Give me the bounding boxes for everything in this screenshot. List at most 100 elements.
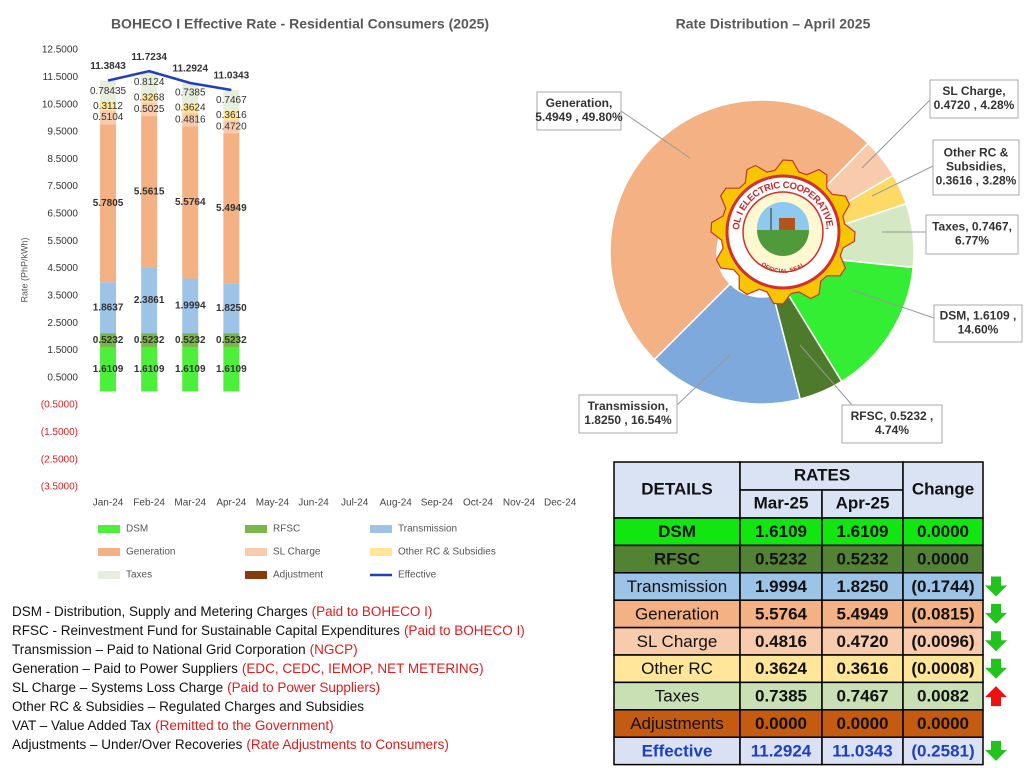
table-cell [821, 654, 904, 684]
bar-segment [141, 333, 158, 348]
bar-segment [100, 333, 117, 348]
pie-label: Subsidies, [946, 160, 1006, 174]
bar-segment [141, 93, 158, 103]
data-label: 0.5232 [134, 335, 165, 346]
x-tick-label: Apr-24 [216, 498, 246, 509]
pie-label: Other RC & [944, 146, 1009, 160]
legend-swatch [98, 525, 120, 533]
table-value: (0.0096) [911, 632, 974, 651]
table-row-label: Taxes [655, 687, 699, 706]
legend-swatch [245, 548, 267, 556]
note-line: DSM - Distribution, Supply and Metering … [12, 604, 432, 619]
note-line: Generation – Paid to Power Suppliers (EDC… [12, 661, 484, 676]
bar-segment [141, 71, 158, 94]
table-row-label: Other RC [641, 659, 713, 678]
y-tick-label: 10.5000 [42, 99, 79, 110]
legend-swatch [98, 571, 120, 579]
data-label: 0.4720 [216, 121, 247, 132]
note-highlight: (Remitted to the Government) [155, 718, 334, 733]
y-tick-label: 8.5000 [47, 154, 78, 165]
pie-label: 0.3616 , 3.28% [936, 174, 1017, 188]
x-tick-label: Sep-24 [421, 498, 454, 509]
note-highlight: (NGCP) [310, 642, 358, 657]
line-label: 11.7234 [131, 52, 167, 63]
legend-swatch [245, 525, 267, 533]
trend-up-arrow [985, 686, 1007, 707]
data-label: 5.5764 [175, 197, 206, 208]
pie-label: Generation, [546, 96, 613, 110]
data-label: 2.3861 [134, 295, 165, 306]
table-value: 0.3624 [755, 659, 808, 678]
pie-label: 4.74% [875, 423, 909, 437]
leader-line [871, 165, 934, 197]
table-value: 0.5232 [837, 550, 889, 569]
trend-down-arrow [985, 603, 1007, 624]
line-label: 11.0343 [214, 71, 250, 82]
table-cell [613, 626, 741, 656]
y-tick-label: 4.5000 [47, 263, 78, 274]
note-line: SL Charge – Systems Loss Charge (Paid to … [12, 680, 380, 695]
pie-label: Transmission, [588, 399, 669, 413]
legend-label: DSM [126, 524, 148, 535]
note-highlight: (EDC, CEDC, IEMOP, NET METERING) [242, 661, 484, 676]
y-tick-label: 7.5000 [47, 181, 78, 192]
data-label: 1.6109 [216, 364, 247, 375]
table-cell [613, 599, 741, 629]
bar-segment [182, 103, 199, 114]
data-label: 0.78435 [90, 86, 127, 97]
bar-segment [100, 101, 117, 111]
legend-swatch [370, 525, 392, 533]
table-value: 11.2924 [751, 741, 812, 760]
pie-title: Rate Distribution – April 2025 [676, 16, 871, 32]
note-highlight: (Paid to BOHECO I) [404, 623, 525, 638]
note-highlight: (Rate Adjustments to Consumers) [246, 737, 449, 752]
x-tick-label: Feb-24 [133, 498, 165, 509]
pie-label: 1.8250 , 16.54% [584, 413, 672, 427]
pie-label: 5.4949 , 49.80% [535, 110, 623, 124]
bar-segment [141, 102, 158, 117]
bar-segment [100, 110, 117, 125]
y-tick-label: 11.5000 [43, 72, 79, 83]
data-label: 0.5232 [175, 335, 206, 346]
table-value: 0.3616 [837, 659, 889, 678]
note-text: RFSC - Reinvestment Fund for Sustainable… [12, 623, 400, 638]
y-tick-label: 1.5000 [47, 345, 78, 356]
table-cell [902, 654, 984, 684]
table-cell [821, 736, 904, 766]
x-tick-label: Jan-24 [93, 498, 124, 509]
pie-label: 0.4720 , 4.28% [934, 98, 1015, 112]
data-label: 1.6109 [93, 364, 124, 375]
note-text: SL Charge – Systems Loss Charge [12, 680, 223, 695]
leader-line [620, 110, 691, 159]
bar-segment [100, 347, 117, 392]
label-box [932, 139, 1020, 196]
y-tick-label: 5.5000 [47, 236, 78, 247]
table-header: Change [912, 479, 974, 498]
y-tick-label: (1.5000) [41, 427, 78, 438]
note-text: Adjustments – Under/Over Recoveries [12, 737, 243, 752]
table-value: 0.5232 [755, 550, 807, 569]
pie-slice [653, 282, 802, 405]
bar-segment [223, 133, 240, 284]
bar-segment [100, 124, 117, 283]
table-value: 0.0082 [917, 687, 969, 706]
data-label: 0.7467 [216, 95, 247, 106]
table-row-label: RFSC [654, 550, 700, 569]
table-cell [902, 626, 984, 656]
data-label: 0.3268 [134, 93, 165, 104]
pie-label: DSM, 1.6109 , [940, 309, 1017, 323]
table-cell [613, 572, 741, 601]
x-tick-label: Jul-24 [341, 498, 369, 509]
x-tick-label: May-24 [256, 498, 290, 509]
data-label: 1.6109 [134, 364, 165, 375]
note-line: Transmission – Paid to National Grid Cor… [12, 642, 358, 657]
line-label: 11.3843 [90, 61, 126, 72]
table-value: 0.7385 [755, 687, 807, 706]
bar-segment [223, 333, 240, 348]
y-tick-label: 0.5000 [47, 372, 78, 383]
table-value: 0.0000 [837, 714, 889, 733]
x-tick-label: Dec-24 [544, 498, 577, 509]
data-label: 0.4816 [175, 114, 206, 125]
